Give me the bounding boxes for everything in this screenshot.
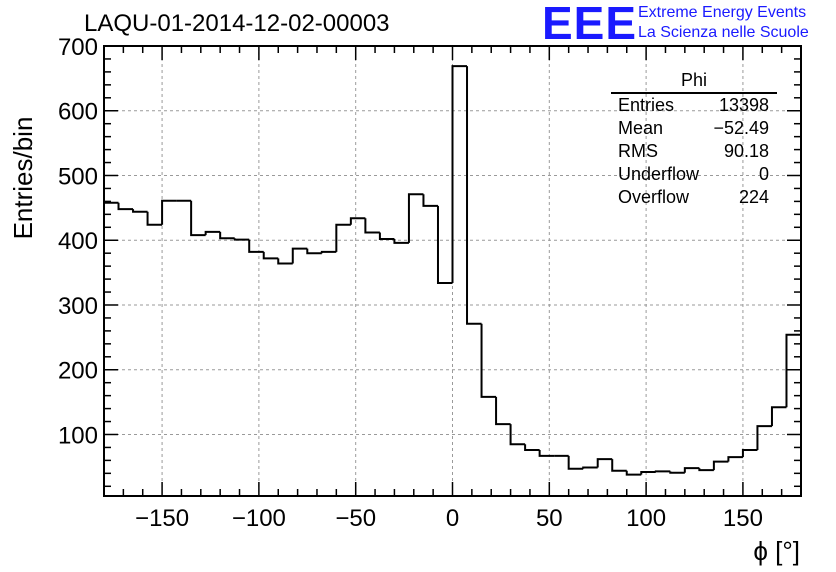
stats-value: −52.49 xyxy=(713,118,769,138)
y-tick-label: 200 xyxy=(58,358,98,385)
y-tick-labels: 100 200 300 400 500 600 700 xyxy=(58,34,98,449)
stats-value: 224 xyxy=(738,187,769,207)
histogram-bin xyxy=(161,199,177,225)
histogram-bin xyxy=(625,470,642,476)
histogram-bin xyxy=(466,66,482,325)
histogram-bin xyxy=(785,333,801,408)
histogram-bin xyxy=(524,444,540,452)
histogram-bin xyxy=(146,211,163,226)
stats-row-entries: Entries 13398 xyxy=(611,94,777,117)
histogram-bin xyxy=(132,209,148,213)
stats-label: Mean xyxy=(618,118,664,138)
histogram-bin xyxy=(669,471,685,474)
logo-line-2: La Scienza nelle Scuole xyxy=(638,24,809,41)
histogram-bin xyxy=(436,205,453,284)
histogram-bin xyxy=(233,238,250,241)
histogram-bin xyxy=(712,460,729,471)
histogram-bin xyxy=(219,231,235,240)
histogram-bin xyxy=(727,456,743,462)
y-tick-label: 400 xyxy=(58,228,98,255)
histogram-bin xyxy=(698,468,714,472)
stats-box: Phi Entries 13398 Mean −52.49 RMS 90.18 … xyxy=(611,70,777,209)
histogram-bin xyxy=(277,258,293,265)
x-axis-label: ϕ [°] xyxy=(753,536,800,566)
y-tick-label: 500 xyxy=(58,163,98,190)
stats-title: Phi xyxy=(611,70,777,94)
x-tick-labels: −150 −100 −50 0 50 100 150 xyxy=(135,505,763,532)
histogram-bin xyxy=(422,194,438,207)
histogram-bin xyxy=(596,458,613,468)
eee-logo: EEE xyxy=(542,0,638,49)
histogram-bin xyxy=(306,248,322,255)
x-tick-label: −50 xyxy=(335,505,376,532)
histogram-bin xyxy=(582,466,598,469)
histogram-bin xyxy=(364,218,380,234)
stats-label: RMS xyxy=(618,141,658,161)
histogram-bin xyxy=(262,251,279,260)
histogram-bin xyxy=(407,193,424,243)
stats-row-mean: Mean −52.49 xyxy=(611,117,777,140)
histogram-bin xyxy=(495,396,511,426)
stats-label: Entries xyxy=(618,95,675,115)
y-tick-label: 100 xyxy=(58,422,98,449)
x-tick-label: 100 xyxy=(626,505,666,532)
chart-title: LAQU-01-2014-12-02-00003 xyxy=(84,10,390,37)
x-tick-label: −150 xyxy=(135,505,189,532)
histogram-bin xyxy=(349,217,366,225)
histogram-bars xyxy=(103,65,801,496)
histogram-bin xyxy=(335,223,351,252)
stats-value: 90.18 xyxy=(723,141,769,161)
y-tick-label: 600 xyxy=(58,99,98,126)
histogram-bin xyxy=(538,450,555,457)
axis-ticks xyxy=(103,45,802,496)
logo-line-1: Extreme Energy Events xyxy=(638,4,807,21)
histogram-bin xyxy=(640,471,656,475)
x-tick-label: 50 xyxy=(536,505,563,532)
histogram-bin xyxy=(611,459,627,472)
stats-value: 13398 xyxy=(718,95,769,115)
stats-row-overflow: Overflow 224 xyxy=(611,186,777,209)
histogram-bin xyxy=(480,323,497,398)
histogram-bin xyxy=(291,247,308,264)
histogram-bin xyxy=(248,239,264,253)
histogram-bin xyxy=(378,232,395,240)
histogram-bin xyxy=(756,425,772,451)
histogram-bin xyxy=(567,455,584,470)
x-tick-label: 0 xyxy=(446,505,459,532)
histogram-bin xyxy=(683,467,700,473)
stats-value: 0 xyxy=(758,164,769,184)
histogram-bin xyxy=(451,65,468,283)
y-axis-label: Entries/bin xyxy=(8,117,38,240)
stats-row-rms: RMS 90.18 xyxy=(611,140,777,163)
histogram-bin xyxy=(393,238,409,244)
y-tick-label: 300 xyxy=(58,293,98,320)
stats-label: Overflow xyxy=(618,187,690,207)
histogram-bin xyxy=(190,200,206,237)
histogram-bin xyxy=(741,449,758,458)
x-tick-label: −100 xyxy=(232,505,286,532)
histogram-bin xyxy=(654,470,671,473)
histogram-bin xyxy=(509,424,526,446)
x-tick-label: 150 xyxy=(723,505,763,532)
histogram-bin xyxy=(320,250,337,254)
y-tick-label: 700 xyxy=(58,34,98,61)
histogram-bin xyxy=(117,202,134,211)
stats-row-underflow: Underflow 0 xyxy=(611,163,777,186)
histogram-bin xyxy=(103,201,119,496)
histogram-bin xyxy=(204,230,221,236)
histogram-bin xyxy=(770,406,787,427)
stats-label: Underflow xyxy=(618,164,700,184)
